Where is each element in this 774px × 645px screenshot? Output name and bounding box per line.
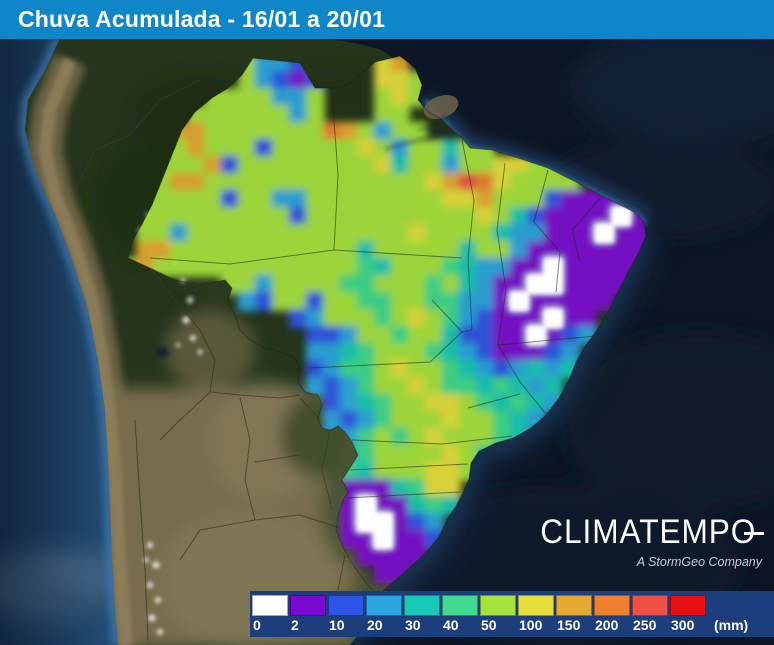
state-borders [149, 91, 603, 499]
andes-mountains [27, 53, 203, 645]
legend-swatch [404, 595, 440, 616]
legend-swatch [366, 595, 402, 616]
legend-swatch [442, 595, 478, 616]
legend-swatch [556, 595, 592, 616]
legend-swatch [518, 595, 554, 616]
amazon-estuary [384, 94, 459, 151]
map-title: Chuva Acumulada - 16/01 a 20/01 [18, 6, 386, 32]
brazil-outline [127, 55, 647, 596]
legend-labels: 0 2 10 20 30 40 50 100 150 200 250 300 (mm) [250, 616, 774, 633]
legend-label: 0 [253, 617, 261, 633]
legend-label: 40 [443, 617, 459, 633]
legend-swatches [250, 591, 774, 616]
legend-swatch [480, 595, 516, 616]
legend-label: 150 [557, 617, 581, 633]
legend-label: 100 [519, 617, 543, 633]
legend-label: 50 [481, 617, 497, 633]
legend-label: 10 [329, 617, 345, 633]
title-bar: Chuva Acumulada - 16/01 a 20/01 [0, 0, 774, 39]
legend-label: 20 [367, 617, 383, 633]
legend-unit: (mm) [714, 617, 749, 633]
legend-swatch [252, 595, 288, 616]
logo-dash-icon [744, 531, 764, 536]
rain-legend: 0 2 10 20 30 40 50 100 150 200 250 300 (mm) [250, 591, 774, 637]
legend-label: 30 [405, 617, 421, 633]
legend-label: 2 [291, 617, 299, 633]
legend-label: 200 [595, 617, 619, 633]
legend-label: 300 [671, 617, 695, 633]
legend-label: 250 [633, 617, 657, 633]
legend-swatch [670, 595, 706, 616]
climatempo-logo: CLIMATEMPO [539, 513, 756, 551]
branding: CLIMATEMPO A StormGeo Company [524, 513, 764, 569]
logo-tagline: A StormGeo Company [636, 555, 762, 569]
legend-swatch [328, 595, 364, 616]
legend-swatch [632, 595, 668, 616]
legend-swatch [594, 595, 630, 616]
legend-swatch [290, 595, 326, 616]
lake-titicaca [155, 347, 169, 357]
